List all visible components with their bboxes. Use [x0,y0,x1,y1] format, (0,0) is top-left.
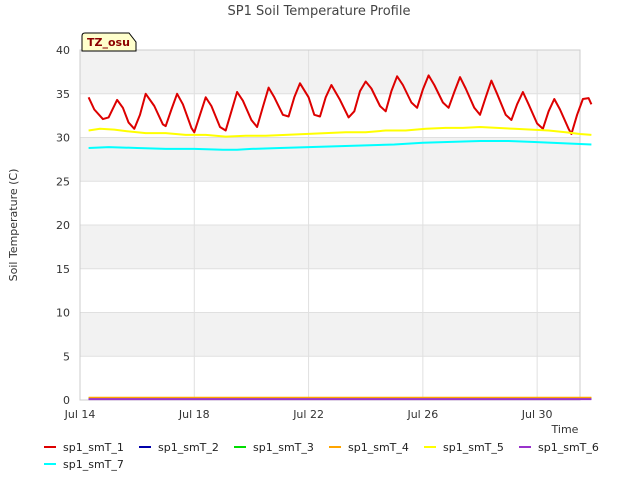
grid-band [80,137,580,182]
y-tick-label: 40 [56,44,70,57]
tz-annotation-box: TZ_osu [81,32,137,52]
x-tick-label: Jul 26 [406,408,438,421]
series-line-sp1-smT-1 [87,74,593,135]
y-tick-label: 15 [56,263,70,276]
legend-label: sp1_smT_1 [63,441,124,454]
x-tick-label: Jul 18 [178,408,210,421]
y-axis-ticks: 0 5 10 15 20 25 30 35 40 [56,44,70,407]
x-axis-ticks: Jul 14 Jul 18 Jul 22 Jul 26 Jul 30 [64,408,553,421]
y-tick-label: 0 [63,394,70,407]
series-line-sp1-smT-5 [88,126,592,138]
x-axis-label: Time [551,423,579,436]
y-tick-label: 5 [63,350,70,363]
series-lines [87,74,593,401]
legend-label: sp1_smT_5 [443,441,504,454]
series-line-sp1-smT-7 [88,140,592,151]
y-tick-label: 25 [56,175,70,188]
legend-label: sp1_smT_3 [253,441,314,454]
plot-background [80,50,580,357]
y-tick-label: 10 [56,307,70,320]
grid-band [80,312,580,357]
legend-label: sp1_smT_4 [348,441,409,454]
x-tick-label: Jul 22 [292,408,324,421]
tz-label: TZ_osu [87,36,130,49]
y-axis-label: Soil Temperature (C) [7,169,20,282]
y-tick-label: 35 [56,88,70,101]
grid-band [80,225,580,269]
y-tick-label: 20 [56,219,70,232]
chart-title: SP1 Soil Temperature Profile [228,4,411,19]
legend: sp1_smT_1 sp1_smT_2 sp1_smT_3 sp1_smT_4 sp1_… [44,441,599,471]
y-tick-label: 30 [56,132,70,145]
tz-label-tag [81,32,137,52]
x-tick-label: Jul 30 [521,408,553,421]
x-tick-label: Jul 14 [64,408,96,421]
legend-label: sp1_smT_6 [538,441,599,454]
legend-label: sp1_smT_2 [158,441,219,454]
legend-label: sp1_smT_7 [63,458,124,471]
